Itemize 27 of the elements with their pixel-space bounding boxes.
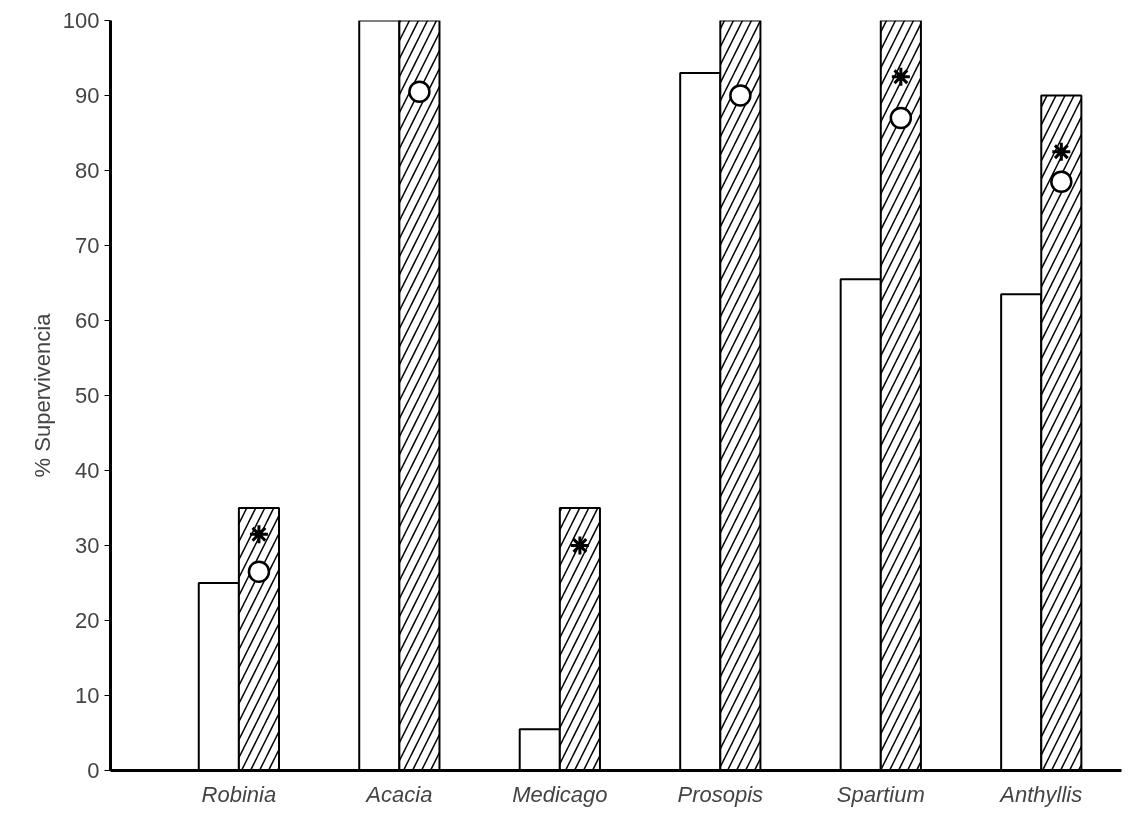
x-tick-label: Medicago bbox=[512, 781, 608, 807]
point bbox=[890, 66, 912, 88]
y-tick-label: 0 bbox=[87, 758, 100, 783]
y-tick-label: 20 bbox=[75, 608, 100, 633]
x-tick-label: Acacia bbox=[364, 781, 433, 807]
point bbox=[248, 523, 270, 545]
y-tick-label: 70 bbox=[75, 233, 100, 258]
y-tick-label: 90 bbox=[75, 83, 100, 108]
x-tick-label: Anthyllis bbox=[998, 781, 1083, 807]
point bbox=[408, 80, 431, 103]
y-tick-label: 80 bbox=[75, 158, 100, 183]
point bbox=[247, 560, 271, 583]
x-tick-label: Prosopis bbox=[677, 781, 764, 807]
y-tick-label: 10 bbox=[75, 683, 100, 708]
y-tick-label: 50 bbox=[75, 383, 100, 408]
point bbox=[1050, 170, 1073, 193]
point bbox=[729, 84, 752, 107]
x-tick-label: Robinia bbox=[201, 781, 277, 807]
y-tick-label: 100 bbox=[62, 8, 100, 33]
y-tick-label: 30 bbox=[75, 533, 100, 558]
point bbox=[569, 535, 591, 556]
y-tick-label: 40 bbox=[75, 458, 100, 483]
y-axis-title: % Supervivencia bbox=[29, 312, 55, 478]
y-tick-label: 60 bbox=[75, 308, 100, 333]
x-tick-label: Spartium bbox=[836, 781, 925, 807]
point bbox=[889, 106, 913, 130]
point bbox=[1050, 141, 1072, 163]
